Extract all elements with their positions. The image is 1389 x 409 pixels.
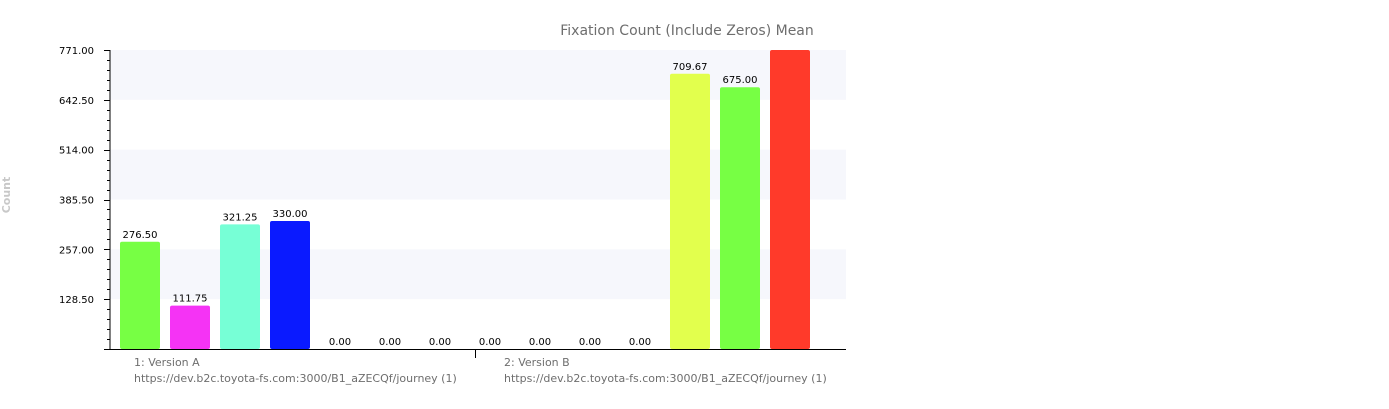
- x-category-label: 1: Version A: [134, 356, 200, 369]
- bar-value-label: 330.00: [273, 209, 308, 220]
- y-axis: 128.50 257.00 385.50 514.00 642.50 771.00: [59, 46, 111, 350]
- bar-value-label: 709.67: [673, 62, 708, 73]
- y-tick-label: 385.50: [59, 196, 94, 207]
- x-category-url: https://dev.b2c.toyota-fs.com:3000/B1_aZ…: [504, 372, 827, 385]
- bar-value-label: 321.25: [223, 212, 258, 223]
- y-tick-label: 771.00: [59, 46, 94, 57]
- bar-value-label: 0.00: [629, 337, 651, 348]
- bar-value-label: 0.00: [429, 337, 451, 348]
- bar: [670, 73, 710, 349]
- y-axis-label: Count: [0, 177, 13, 214]
- bar-value-label: 0.00: [579, 337, 601, 348]
- x-category-url: https://dev.b2c.toyota-fs.com:3000/B1_aZ…: [134, 372, 457, 385]
- bar-value-label: 276.50: [123, 230, 158, 241]
- y-tick-label: 642.50: [59, 96, 94, 107]
- bar-value-label: 0.00: [479, 337, 501, 348]
- chart-title: Fixation Count (Include Zeros) Mean: [560, 23, 814, 39]
- bar: [770, 50, 810, 349]
- bar-value-label: 111.75: [173, 294, 208, 305]
- bar-value-label: 0.00: [329, 337, 351, 348]
- y-tick-label: 514.00: [59, 146, 94, 157]
- x-category-label: 2: Version B: [504, 356, 570, 369]
- bar-value-label: 0.00: [379, 337, 401, 348]
- bar-value-label: 675.00: [723, 75, 758, 86]
- bar-value-label: 0.00: [529, 337, 551, 348]
- bar: [270, 221, 310, 349]
- bar: [720, 87, 760, 350]
- y-tick-label: 257.00: [59, 245, 94, 256]
- bar: [120, 241, 160, 349]
- bar: [170, 305, 210, 349]
- x-axis: 1: Version A https://dev.b2c.toyota-fs.co…: [110, 349, 846, 385]
- y-tick-label: 128.50: [59, 295, 94, 306]
- bars-layer: 276.50 111.75 321.25 330.00 0.00 0.00 0.00 0.00…: [120, 50, 810, 350]
- bar: [220, 224, 260, 349]
